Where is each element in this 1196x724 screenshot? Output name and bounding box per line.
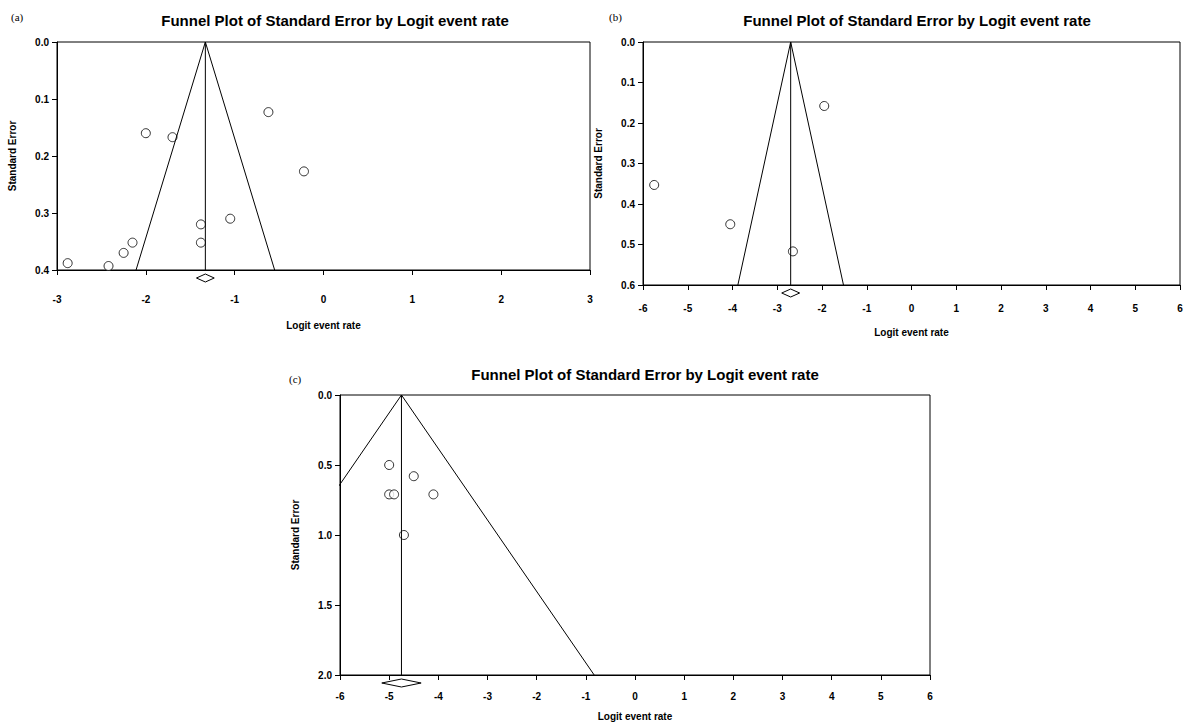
svg-text:2: 2 (998, 303, 1004, 314)
svg-text:1: 1 (410, 294, 416, 305)
svg-text:-4: -4 (728, 303, 737, 314)
svg-text:2: 2 (498, 294, 504, 305)
svg-text:Logit event rate: Logit event rate (874, 327, 949, 338)
svg-text:-5: -5 (683, 303, 692, 314)
svg-text:-2: -2 (532, 691, 541, 702)
svg-text:0.0: 0.0 (318, 390, 332, 401)
svg-text:(a): (a) (11, 11, 24, 24)
svg-text:0.4: 0.4 (621, 199, 635, 210)
svg-text:Logit event rate: Logit event rate (598, 711, 673, 722)
svg-text:-6: -6 (336, 691, 345, 702)
svg-text:Funnel Plot of Standard Error: Funnel Plot of Standard Error by Logit e… (161, 12, 509, 29)
svg-text:0.4: 0.4 (35, 265, 49, 276)
svg-text:4: 4 (829, 691, 835, 702)
svg-text:Funnel Plot of Standard Error: Funnel Plot of Standard Error by Logit e… (743, 12, 1091, 29)
svg-text:1.0: 1.0 (318, 530, 332, 541)
svg-text:(b): (b) (609, 11, 622, 24)
svg-text:-4: -4 (434, 691, 443, 702)
svg-text:Standard Error: Standard Error (290, 500, 301, 571)
svg-text:-3: -3 (773, 303, 782, 314)
svg-text:3: 3 (1043, 303, 1049, 314)
svg-text:-1: -1 (862, 303, 871, 314)
svg-text:4: 4 (1088, 303, 1094, 314)
svg-text:Standard Error: Standard Error (593, 128, 604, 199)
svg-text:Funnel Plot of Standard Error: Funnel Plot of Standard Error by Logit e… (471, 366, 819, 383)
svg-text:6: 6 (1177, 303, 1183, 314)
svg-text:0.3: 0.3 (35, 208, 49, 219)
svg-text:2.0: 2.0 (318, 670, 332, 681)
svg-text:-6: -6 (639, 303, 648, 314)
svg-text:3: 3 (780, 691, 786, 702)
svg-text:0.2: 0.2 (621, 118, 635, 129)
svg-text:1.5: 1.5 (318, 600, 332, 611)
svg-text:0.5: 0.5 (318, 460, 332, 471)
svg-text:5: 5 (1132, 303, 1138, 314)
svg-text:0.5: 0.5 (621, 239, 635, 250)
svg-text:0: 0 (909, 303, 915, 314)
svg-text:-2: -2 (141, 294, 150, 305)
svg-text:0.0: 0.0 (621, 37, 635, 48)
svg-text:-2: -2 (818, 303, 827, 314)
svg-text:0.2: 0.2 (35, 151, 49, 162)
svg-text:-3: -3 (483, 691, 492, 702)
svg-text:1: 1 (681, 691, 687, 702)
svg-text:3: 3 (587, 294, 593, 305)
svg-text:(c): (c) (289, 373, 302, 386)
svg-text:6: 6 (927, 691, 933, 702)
svg-text:-3: -3 (53, 294, 62, 305)
svg-text:0.6: 0.6 (621, 280, 635, 291)
svg-text:-5: -5 (385, 691, 394, 702)
svg-text:0: 0 (321, 294, 327, 305)
svg-text:5: 5 (878, 691, 884, 702)
svg-text:2: 2 (731, 691, 737, 702)
svg-text:0.1: 0.1 (621, 77, 635, 88)
svg-text:0.0: 0.0 (35, 37, 49, 48)
svg-text:0.3: 0.3 (621, 158, 635, 169)
svg-text:0.1: 0.1 (35, 94, 49, 105)
svg-text:Logit event rate: Logit event rate (286, 320, 361, 331)
svg-text:Standard Error: Standard Error (7, 121, 18, 192)
svg-text:1: 1 (953, 303, 959, 314)
svg-text:-1: -1 (581, 691, 590, 702)
svg-text:-1: -1 (230, 294, 239, 305)
svg-text:0: 0 (632, 691, 638, 702)
